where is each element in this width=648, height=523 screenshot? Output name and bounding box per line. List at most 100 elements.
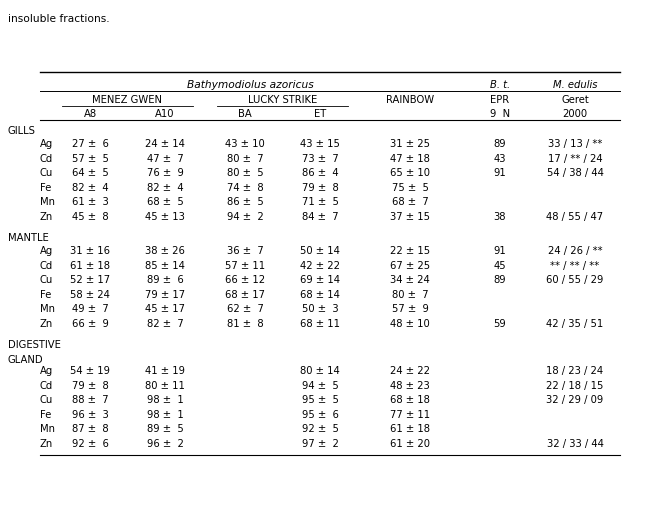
Text: 52 ± 17: 52 ± 17 [70, 275, 110, 285]
Text: 61 ± 20: 61 ± 20 [390, 439, 430, 449]
Text: DIGESTIVE: DIGESTIVE [8, 340, 61, 350]
Text: Cd: Cd [40, 154, 53, 164]
Text: 32 / 33 / 44: 32 / 33 / 44 [546, 439, 603, 449]
Text: 2000: 2000 [562, 109, 588, 119]
Text: 18 / 23 / 24: 18 / 23 / 24 [546, 366, 603, 376]
Text: RAINBOW: RAINBOW [386, 95, 434, 105]
Text: 65 ± 10: 65 ± 10 [390, 168, 430, 178]
Text: 89 ±  6: 89 ± 6 [146, 275, 183, 285]
Text: Cu: Cu [40, 168, 53, 178]
Text: 96 ±  3: 96 ± 3 [72, 410, 108, 419]
Text: 86 ±  5: 86 ± 5 [227, 197, 263, 207]
Text: Mn: Mn [40, 197, 55, 207]
Text: 67 ± 25: 67 ± 25 [390, 260, 430, 270]
Text: 9  N: 9 N [490, 109, 510, 119]
Text: 97 ±  2: 97 ± 2 [301, 439, 338, 449]
Text: Ag: Ag [40, 366, 53, 376]
Text: 42 / 35 / 51: 42 / 35 / 51 [546, 319, 604, 328]
Text: 89 ±  5: 89 ± 5 [146, 424, 183, 434]
Text: 89: 89 [494, 275, 506, 285]
Text: 79 ± 17: 79 ± 17 [145, 290, 185, 300]
Text: 91: 91 [494, 246, 506, 256]
Text: 50 ±  3: 50 ± 3 [302, 304, 338, 314]
Text: M. edulis: M. edulis [553, 80, 597, 90]
Text: ET: ET [314, 109, 326, 119]
Text: Ag: Ag [40, 246, 53, 256]
Text: insoluble fractions.: insoluble fractions. [8, 14, 110, 24]
Text: 80 ± 11: 80 ± 11 [145, 381, 185, 391]
Text: 45 ± 17: 45 ± 17 [145, 304, 185, 314]
Text: 42 ± 22: 42 ± 22 [300, 260, 340, 270]
Text: 68 ±  7: 68 ± 7 [391, 197, 428, 207]
Text: BA: BA [238, 109, 252, 119]
Text: B. t.: B. t. [490, 80, 510, 90]
Text: MENEZ GWEN: MENEZ GWEN [93, 95, 163, 105]
Text: 92 ±  5: 92 ± 5 [301, 424, 338, 434]
Text: 17 / ** / 24: 17 / ** / 24 [548, 154, 602, 164]
Text: 80 ± 14: 80 ± 14 [300, 366, 340, 376]
Text: 68 ±  5: 68 ± 5 [146, 197, 183, 207]
Text: Mn: Mn [40, 304, 55, 314]
Text: 80 ±  5: 80 ± 5 [227, 168, 263, 178]
Text: Fe: Fe [40, 410, 51, 419]
Text: 32 / 29 / 09: 32 / 29 / 09 [546, 395, 604, 405]
Text: 64 ±  5: 64 ± 5 [72, 168, 108, 178]
Text: 85 ± 14: 85 ± 14 [145, 260, 185, 270]
Text: 34 ± 24: 34 ± 24 [390, 275, 430, 285]
Text: Ag: Ag [40, 139, 53, 149]
Text: 54 / 38 / 44: 54 / 38 / 44 [546, 168, 603, 178]
Text: 94 ±  2: 94 ± 2 [227, 211, 263, 222]
Text: 61 ±  3: 61 ± 3 [72, 197, 108, 207]
Text: 75 ±  5: 75 ± 5 [391, 183, 428, 192]
Text: 98 ±  1: 98 ± 1 [146, 410, 183, 419]
Text: LUCKY STRIKE: LUCKY STRIKE [248, 95, 317, 105]
Text: Geret: Geret [561, 95, 589, 105]
Text: 87 ±  8: 87 ± 8 [72, 424, 108, 434]
Text: MANTLE: MANTLE [8, 233, 49, 243]
Text: 48 ± 23: 48 ± 23 [390, 381, 430, 391]
Text: Cu: Cu [40, 275, 53, 285]
Text: 95 ±  5: 95 ± 5 [301, 395, 338, 405]
Text: 68 ± 14: 68 ± 14 [300, 290, 340, 300]
Text: 81 ±  8: 81 ± 8 [227, 319, 263, 328]
Text: GLAND: GLAND [8, 355, 43, 365]
Text: 48 ± 10: 48 ± 10 [390, 319, 430, 328]
Text: Cu: Cu [40, 395, 53, 405]
Text: 45: 45 [494, 260, 506, 270]
Text: A10: A10 [156, 109, 175, 119]
Text: 96 ±  2: 96 ± 2 [146, 439, 183, 449]
Text: 60 / 55 / 29: 60 / 55 / 29 [546, 275, 604, 285]
Text: 79 ±  8: 79 ± 8 [301, 183, 338, 192]
Text: 84 ±  7: 84 ± 7 [302, 211, 338, 222]
Text: 62 ±  7: 62 ± 7 [227, 304, 264, 314]
Text: 54 ± 19: 54 ± 19 [70, 366, 110, 376]
Text: 61 ± 18: 61 ± 18 [390, 424, 430, 434]
Text: 94 ±  5: 94 ± 5 [301, 381, 338, 391]
Text: 24 ± 22: 24 ± 22 [390, 366, 430, 376]
Text: 24 / 26 / **: 24 / 26 / ** [548, 246, 602, 256]
Text: 66 ± 12: 66 ± 12 [225, 275, 265, 285]
Text: 95 ±  6: 95 ± 6 [301, 410, 338, 419]
Text: 47 ±  7: 47 ± 7 [146, 154, 183, 164]
Text: 38: 38 [494, 211, 506, 222]
Text: Cd: Cd [40, 260, 53, 270]
Text: 91: 91 [494, 168, 506, 178]
Text: 57 ±  5: 57 ± 5 [71, 154, 108, 164]
Text: Zn: Zn [40, 211, 53, 222]
Text: 31 ± 25: 31 ± 25 [390, 139, 430, 149]
Text: 66 ±  9: 66 ± 9 [71, 319, 108, 328]
Text: Fe: Fe [40, 183, 51, 192]
Text: 43: 43 [494, 154, 506, 164]
Text: 50 ± 14: 50 ± 14 [300, 246, 340, 256]
Text: 88 ±  7: 88 ± 7 [72, 395, 108, 405]
Text: GILLS: GILLS [8, 126, 36, 136]
Text: 59: 59 [494, 319, 506, 328]
Text: Cd: Cd [40, 381, 53, 391]
Text: 92 ±  6: 92 ± 6 [71, 439, 108, 449]
Text: 82 ±  7: 82 ± 7 [146, 319, 183, 328]
Text: Zn: Zn [40, 439, 53, 449]
Text: 58 ± 24: 58 ± 24 [70, 290, 110, 300]
Text: 89: 89 [494, 139, 506, 149]
Text: 82 ±  4: 82 ± 4 [72, 183, 108, 192]
Text: 33 / 13 / **: 33 / 13 / ** [548, 139, 602, 149]
